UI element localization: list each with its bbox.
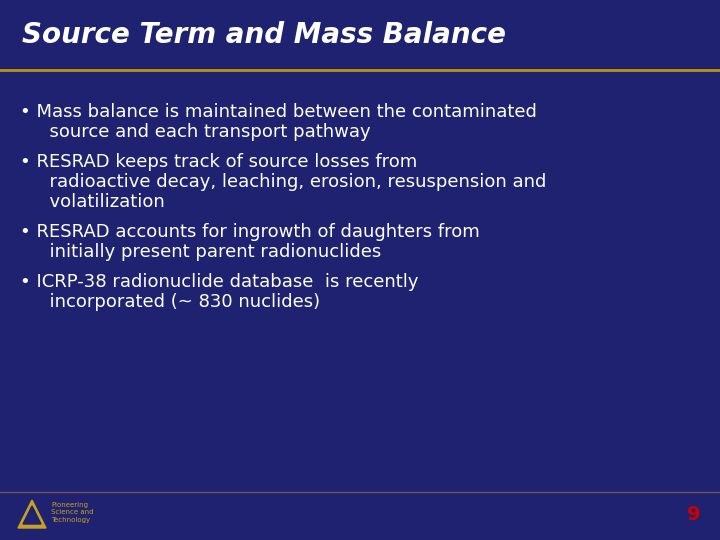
Text: initially present parent radionuclides: initially present parent radionuclides [38, 243, 382, 261]
Text: • RESRAD accounts for ingrowth of daughters from: • RESRAD accounts for ingrowth of daught… [20, 223, 480, 241]
Polygon shape [23, 506, 41, 524]
Text: Source Term and Mass Balance: Source Term and Mass Balance [22, 21, 506, 49]
Text: 9: 9 [686, 505, 700, 524]
Text: Pioneering
Science and
Technology: Pioneering Science and Technology [51, 502, 94, 523]
Text: • ICRP-38 radionuclide database  is recently: • ICRP-38 radionuclide database is recen… [20, 273, 418, 291]
Text: • Mass balance is maintained between the contaminated: • Mass balance is maintained between the… [20, 103, 537, 121]
Text: • RESRAD keeps track of source losses from: • RESRAD keeps track of source losses fr… [20, 153, 418, 171]
Text: source and each transport pathway: source and each transport pathway [38, 123, 371, 141]
Text: incorporated (~ 830 nuclides): incorporated (~ 830 nuclides) [38, 293, 320, 311]
Text: volatilization: volatilization [38, 193, 165, 211]
Polygon shape [18, 500, 46, 528]
Text: radioactive decay, leaching, erosion, resuspension and: radioactive decay, leaching, erosion, re… [38, 173, 546, 191]
